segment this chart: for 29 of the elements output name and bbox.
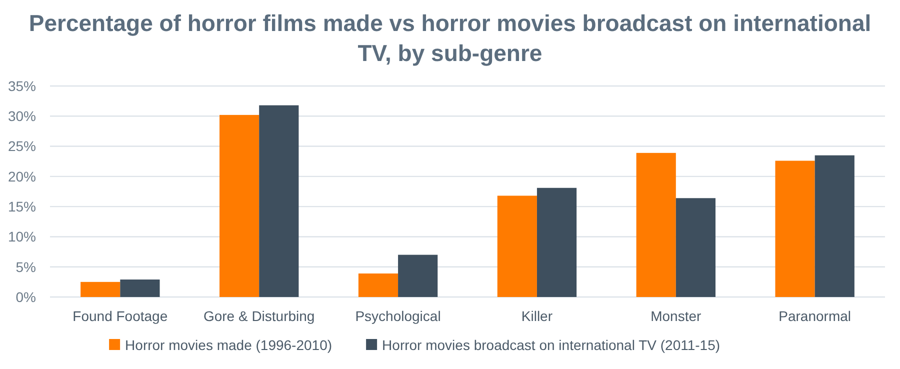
- legend-label: Horror movies broadcast on international TV (2011-15): [382, 337, 720, 353]
- x-tick-label: Gore & Disturbing: [203, 308, 315, 324]
- bar: [536, 188, 577, 297]
- y-tick-label: 15%: [8, 198, 36, 214]
- y-tick-label: 35%: [8, 78, 36, 94]
- x-tick-label: Paranormal: [778, 308, 852, 324]
- bar: [814, 155, 854, 297]
- chart-title: Percentage of horror films made vs horror movies broadcast on international TV, by sub-genre: [28, 10, 872, 66]
- y-tick-label: 30%: [8, 108, 36, 124]
- x-tick-label: Monster: [650, 308, 702, 324]
- y-tick-label: 0%: [16, 288, 36, 305]
- legend-label: Horror movies made (1996-2010): [125, 337, 332, 353]
- bar: [676, 198, 716, 297]
- y-tick-label: 20%: [8, 168, 36, 184]
- y-tick-label: 5%: [16, 258, 36, 275]
- y-tick-label: 10%: [8, 228, 36, 245]
- bar: [358, 273, 398, 297]
- x-tick-label: Psychological: [355, 308, 441, 324]
- bar: [775, 160, 815, 297]
- bar: [398, 254, 438, 297]
- bar: [259, 105, 299, 297]
- x-tick-label: Killer: [521, 308, 553, 324]
- bar: [636, 152, 676, 297]
- bar: [80, 282, 120, 297]
- x-tick-label: Found Footage: [72, 308, 168, 324]
- bar: [120, 280, 160, 297]
- bar: [220, 114, 260, 297]
- y-tick-label: 25%: [8, 138, 36, 154]
- bar: [497, 196, 537, 297]
